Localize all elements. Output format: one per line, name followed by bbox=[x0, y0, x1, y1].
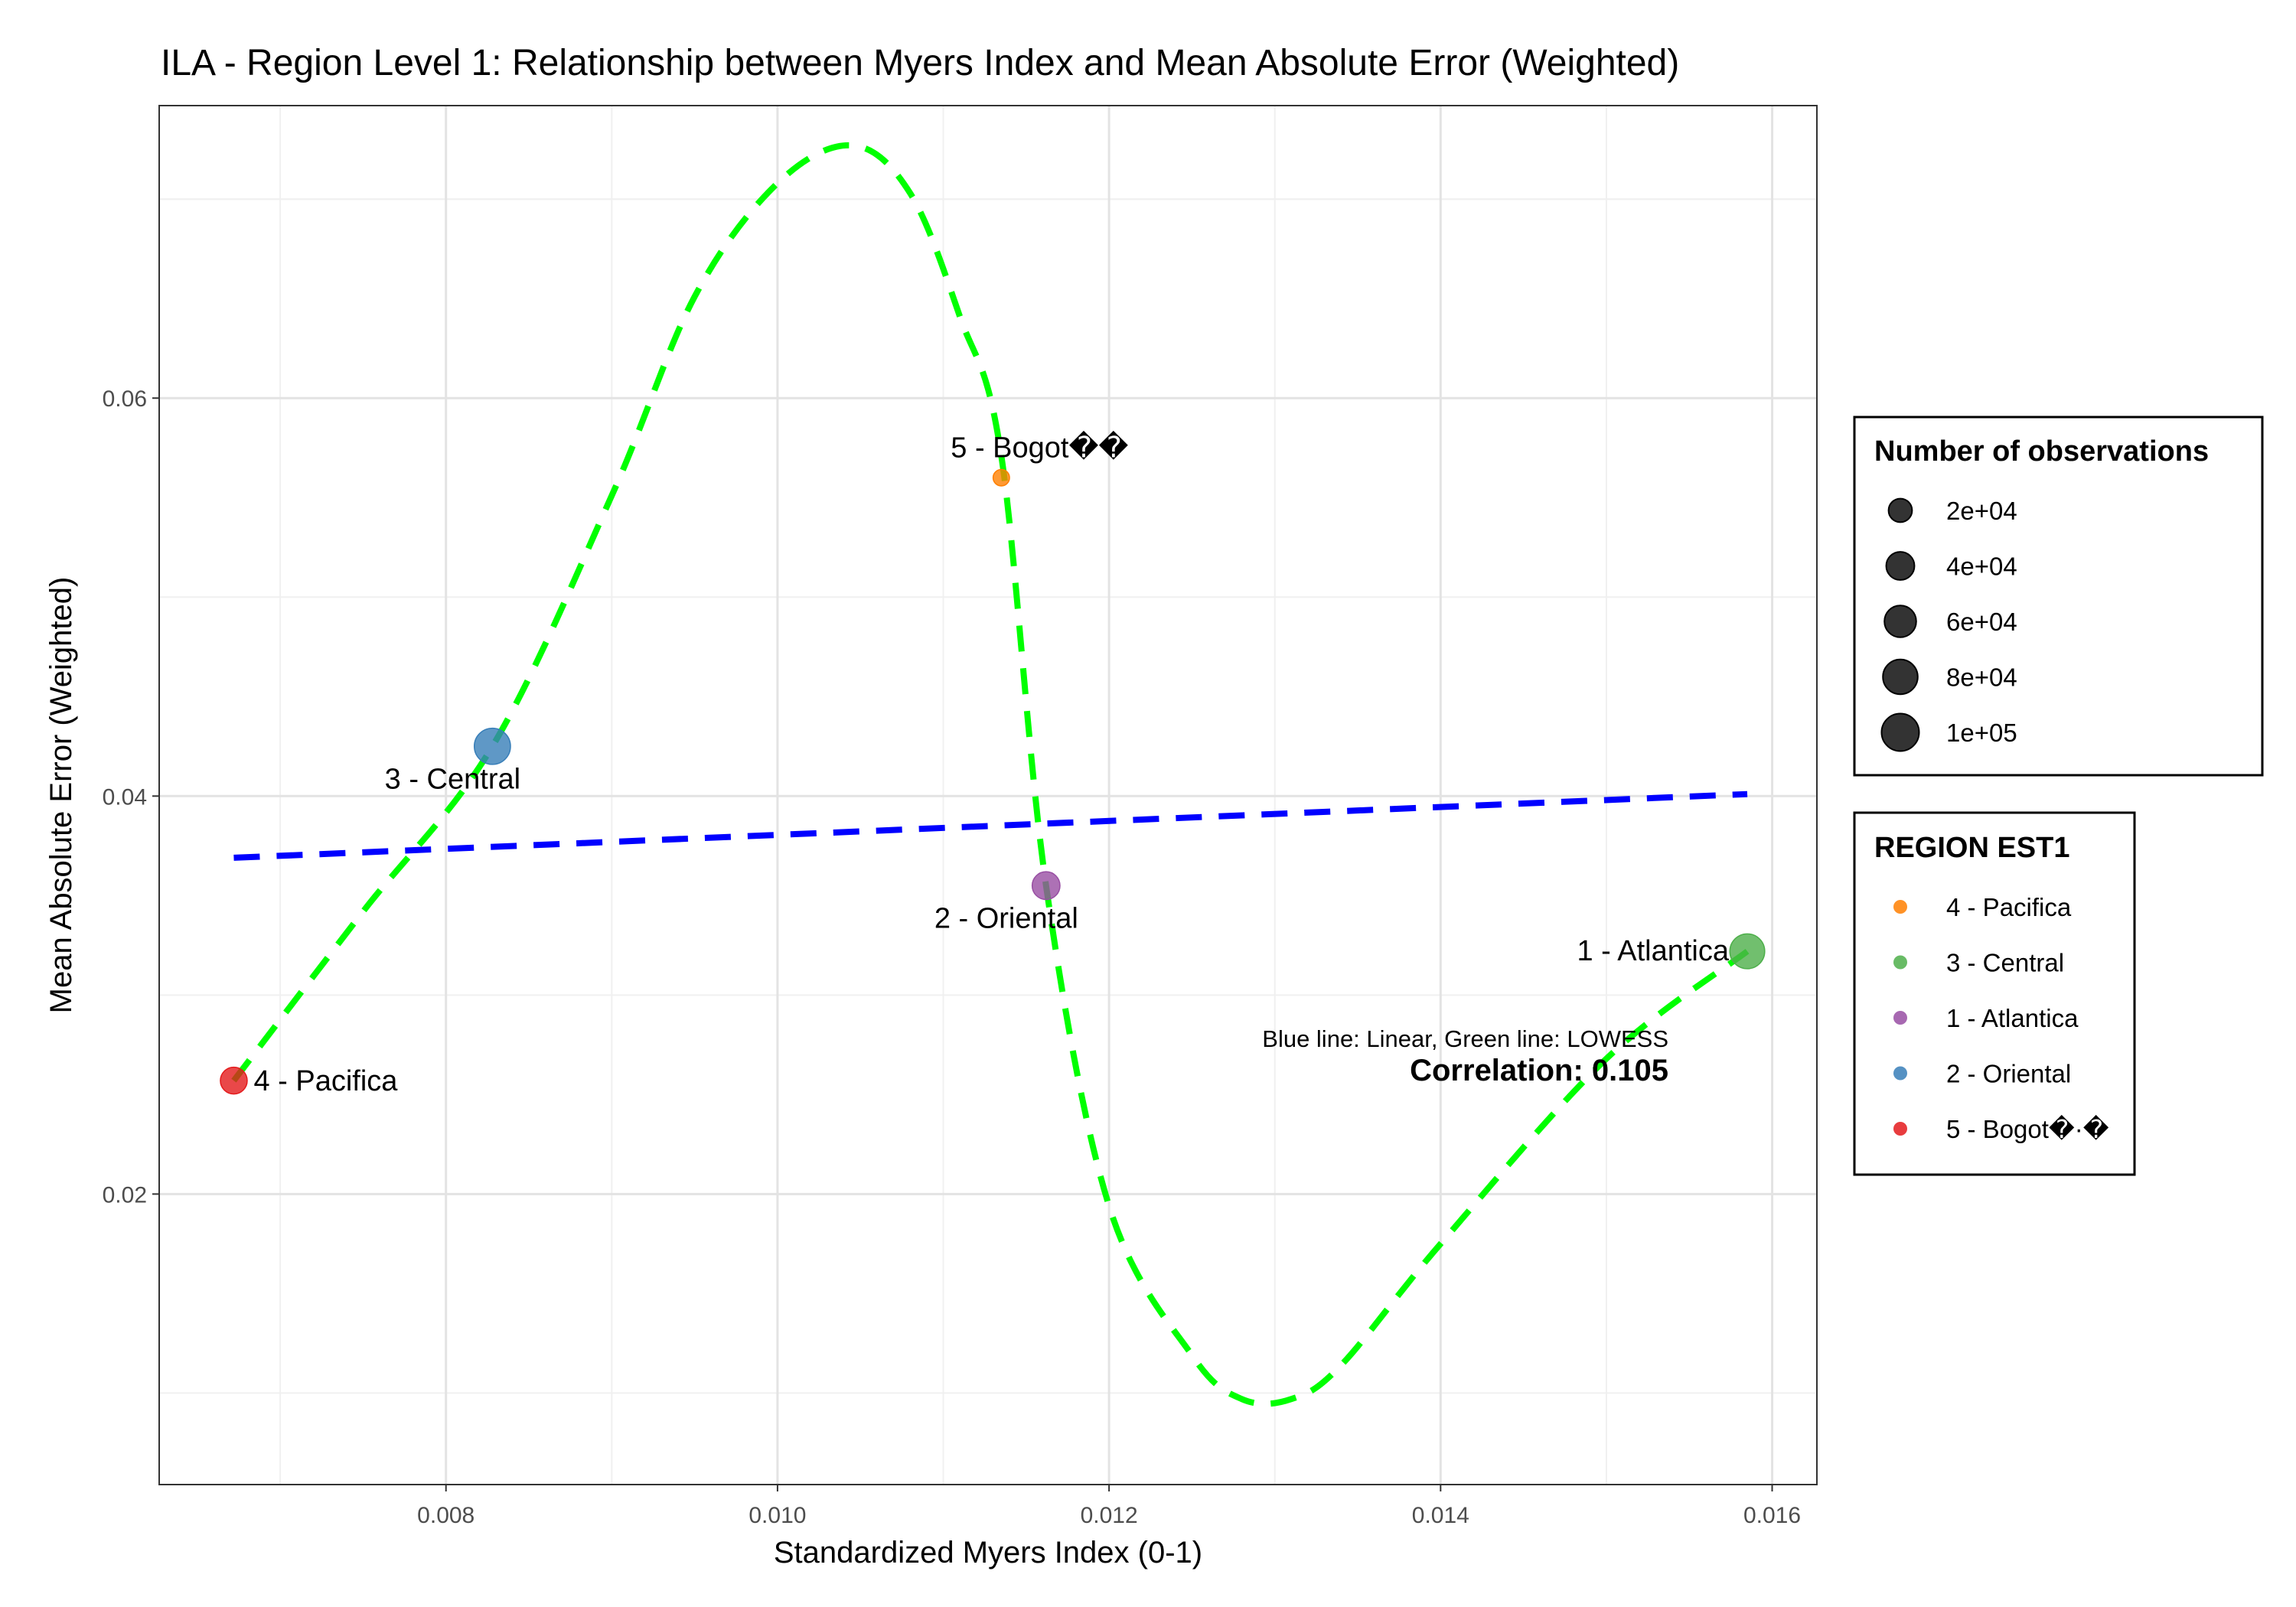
data-point bbox=[1729, 933, 1766, 970]
legend-color: REGION EST1 4 - Pacifica 3 - Central 1 - A… bbox=[1853, 811, 2136, 1176]
y-tick-label: 0.02 bbox=[103, 1182, 147, 1208]
lowess-line bbox=[231, 142, 1750, 1407]
method-note: Blue line: Linear, Green line: LOWESS bbox=[1262, 1025, 1668, 1052]
point-label: 1 - Atlantica bbox=[1577, 935, 1729, 967]
point-label: 2 - Oriental bbox=[934, 902, 1078, 934]
legend-size-label: 2e+04 bbox=[1946, 497, 2017, 525]
point-label: 3 - Central bbox=[385, 763, 520, 795]
legend-color-label: 2 - Oriental bbox=[1946, 1060, 2071, 1088]
legend-color-key bbox=[1893, 1122, 1907, 1136]
point-label: 5 - Bogot�� bbox=[951, 430, 1128, 464]
plot-area: 4 - Pacifica 3 - Central 5 - Bogot�� 2 - Or… bbox=[158, 105, 1818, 1485]
legend-size-label: 1e+05 bbox=[1946, 719, 2017, 747]
y-tick-label: 0.04 bbox=[103, 784, 147, 810]
legend-color-title: REGION EST1 bbox=[1874, 832, 2070, 864]
x-tick-label: 0.014 bbox=[1412, 1503, 1469, 1528]
x-tick-label: 0.012 bbox=[1081, 1503, 1138, 1528]
x-axis-label: Standardized Myers Index (0-1) bbox=[774, 1536, 1202, 1570]
legend-color-label: 5 - Bogot�·� bbox=[1946, 1114, 2109, 1143]
legend-color-label: 4 - Pacifica bbox=[1946, 893, 2072, 921]
legend-size-key bbox=[1885, 551, 1916, 581]
legend-size-label: 6e+04 bbox=[1946, 608, 2017, 636]
legend-size-label: 8e+04 bbox=[1946, 663, 2017, 692]
x-tick-label: 0.010 bbox=[748, 1503, 806, 1528]
legend-color-key bbox=[1893, 1066, 1907, 1081]
y-axis-ticks: 0.02 0.04 0.06 bbox=[103, 386, 159, 1208]
data-point bbox=[992, 468, 1010, 487]
point-labels: 4 - Pacifica 3 - Central 5 - Bogot�� 2 - Or… bbox=[253, 430, 1729, 1097]
x-tick-label: 0.008 bbox=[417, 1503, 475, 1528]
fit-lines bbox=[231, 142, 1750, 1407]
plot-border bbox=[158, 105, 1818, 1485]
legend-size-key bbox=[1883, 605, 1917, 638]
legend-size-title: Number of observations bbox=[1874, 435, 2209, 468]
data-points bbox=[220, 468, 1766, 1095]
legend-color-box bbox=[1853, 811, 2136, 1176]
grid-major bbox=[159, 106, 1817, 1485]
y-tick-label: 0.06 bbox=[103, 386, 147, 412]
legend-color-items: 4 - Pacifica 3 - Central 1 - Atlantica 2 - … bbox=[1893, 893, 2109, 1143]
data-point bbox=[473, 727, 511, 765]
legend-color-key bbox=[1893, 955, 1907, 970]
legend-size-key bbox=[1887, 497, 1913, 523]
linear-fit-line bbox=[233, 790, 1748, 861]
legend-size: Number of observations 2e+04 4e+04 6e+04 8e… bbox=[1853, 416, 2264, 777]
legend-size-items: 2e+04 4e+04 6e+04 8e+04 1e+05 bbox=[1880, 497, 2017, 752]
correlation-annotation: Correlation: 0.105 bbox=[1410, 1054, 1668, 1087]
chart-title: ILA - Region Level 1: Relationship betwe… bbox=[161, 43, 1679, 83]
legend-size-box bbox=[1853, 416, 2264, 777]
point-label: 4 - Pacifica bbox=[253, 1065, 398, 1097]
legend-size-key bbox=[1882, 658, 1919, 696]
legend-size-label: 4e+04 bbox=[1946, 553, 2017, 581]
legend-color-key bbox=[1893, 900, 1907, 914]
legend-size-key bbox=[1880, 712, 1920, 752]
legend-color-label: 1 - Atlantica bbox=[1946, 1004, 2079, 1032]
x-axis-ticks: 0.008 0.010 0.012 0.014 0.016 bbox=[417, 1485, 1801, 1528]
data-point bbox=[1031, 871, 1061, 901]
y-axis-label: Mean Absolute Error (Weighted) bbox=[44, 577, 78, 1014]
data-point bbox=[220, 1066, 248, 1095]
x-tick-label: 0.016 bbox=[1743, 1503, 1801, 1528]
legend-color-label: 3 - Central bbox=[1946, 949, 2064, 977]
legend-color-key bbox=[1893, 1011, 1907, 1025]
